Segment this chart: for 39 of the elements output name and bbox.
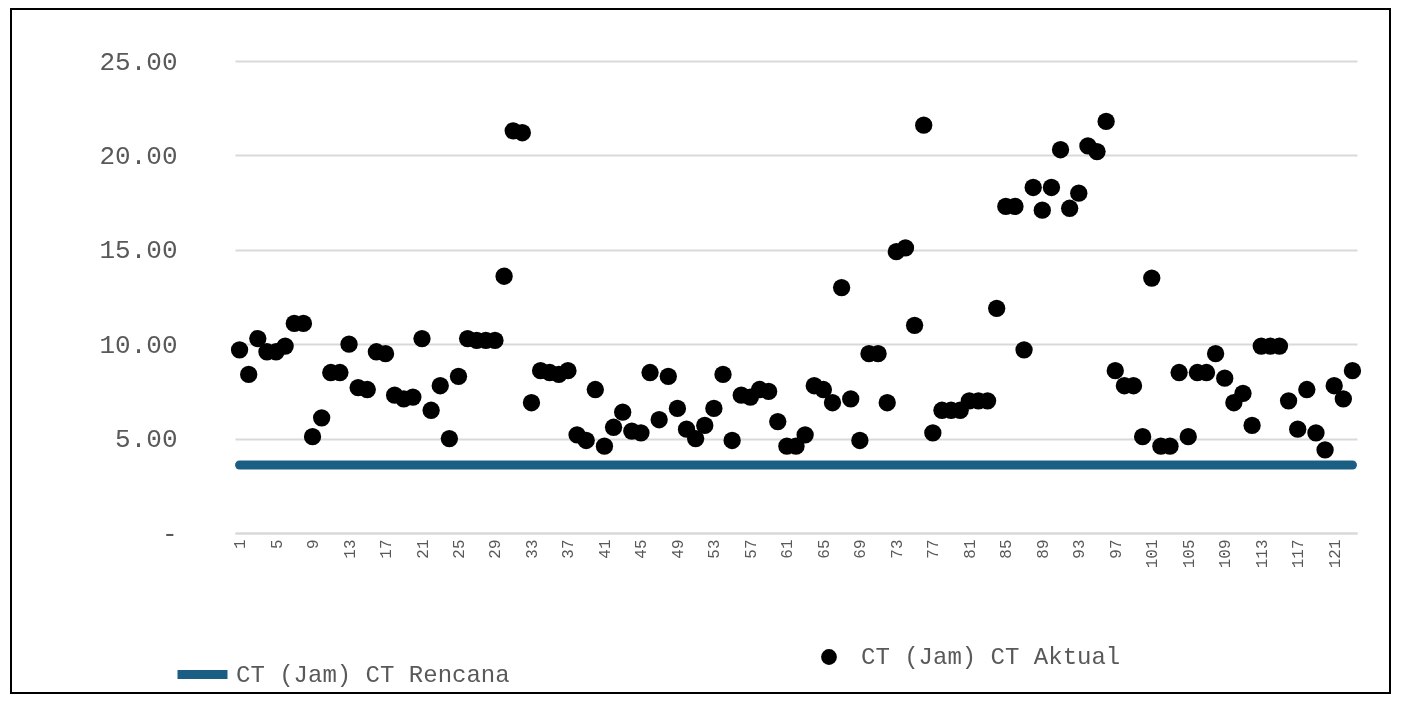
y-tick-label: - (161, 519, 178, 550)
x-tick-label: 13 (341, 539, 360, 559)
x-tick-label: 53 (706, 539, 725, 559)
x-tick-label: 21 (414, 539, 433, 559)
x-tick-label: 121 (1326, 539, 1345, 569)
x-tick-label: 9 (305, 539, 324, 550)
x-tick-label: 69 (852, 539, 871, 559)
x-tick-label: 85 (998, 539, 1017, 559)
x-tick-label: 17 (378, 539, 397, 559)
x-tick-label: 81 (961, 539, 980, 559)
x-tick-label: 93 (1071, 539, 1090, 559)
x-tick-label: 113 (1253, 539, 1272, 569)
x-tick-label: 1 (232, 539, 251, 550)
x-tick-label: 117 (1290, 539, 1309, 569)
x-tick-label: 57 (742, 539, 761, 559)
x-tick-label: 33 (523, 539, 542, 559)
legend-label: CT (Jam) CT Aktual (861, 644, 1121, 671)
legend-label: CT (Jam) CT Rencana (236, 661, 510, 689)
x-tick-label: 45 (633, 539, 652, 559)
y-tick-label: 10.00 (99, 330, 178, 361)
x-tick-label: 37 (560, 539, 579, 559)
y-tick-label: 5.00 (115, 425, 178, 456)
y-tick-label: 15.00 (99, 236, 178, 267)
y-tick-label: 25.00 (99, 47, 178, 78)
x-tick-label: 89 (1034, 539, 1053, 559)
x-tick-label: 65 (815, 539, 834, 559)
x-tick-label: 5 (268, 539, 287, 550)
x-tick-label: 73 (888, 539, 907, 559)
x-tick-label: 25 (450, 539, 469, 559)
x-tick-label: 77 (925, 539, 944, 559)
x-tick-label: 109 (1217, 539, 1236, 569)
x-tick-label: 49 (669, 539, 688, 559)
x-tick-label: 97 (1107, 539, 1126, 559)
x-tick-label: 41 (596, 539, 615, 559)
y-tick-label: 20.00 (99, 141, 178, 172)
x-tick-label: 61 (779, 539, 798, 559)
x-tick-label: 105 (1180, 539, 1199, 569)
x-tick-label: 29 (487, 539, 506, 559)
x-tick-label: 101 (1144, 539, 1163, 569)
